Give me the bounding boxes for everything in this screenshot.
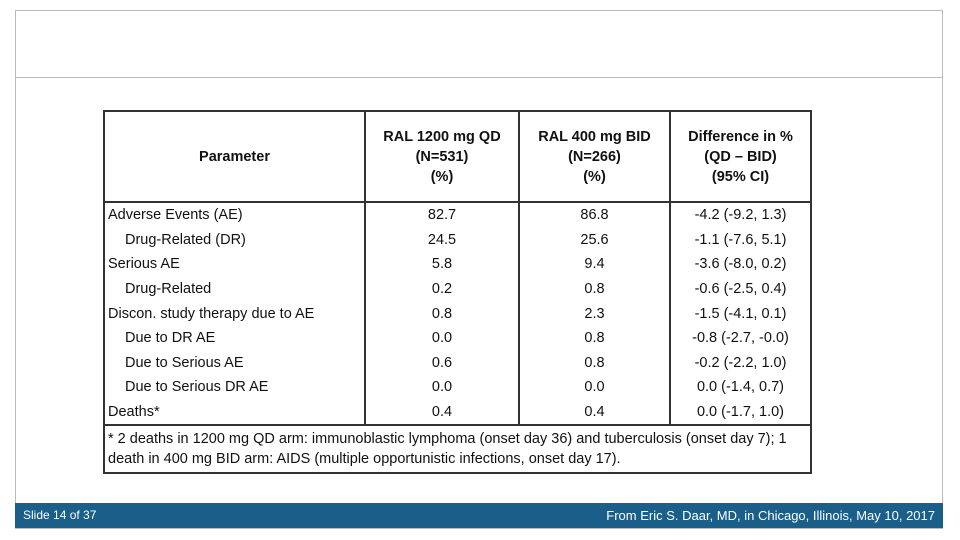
parameter-cell: Drug-Related (DR) <box>103 227 366 253</box>
value-cell: 24.5 <box>364 227 520 253</box>
value-cell: 0.8 <box>518 350 671 376</box>
table-row: Adverse Events (AE) 82.7 86.8 -4.2 (-9.2, 1… <box>103 202 812 228</box>
value-cell: -4.2 (-9.2, 1.3) <box>669 202 812 228</box>
header-text: (95% CI) <box>711 168 770 185</box>
value-cell: -3.6 (-8.0, 0.2) <box>669 252 812 277</box>
value-cell: 86.8 <box>518 202 671 228</box>
table-row: Due to Serious AE 0.6 0.8 -0.2 (-2.2, 1.0) <box>103 350 812 376</box>
table-row: Due to Serious DR AE 0.0 0.0 0.0 (-1.4, 0.7… <box>103 375 812 400</box>
title-rule <box>15 77 943 78</box>
value-cell: 2.3 <box>518 301 671 326</box>
value-cell: -0.8 (-2.7, -0.0) <box>669 325 812 351</box>
slide-frame <box>15 10 943 529</box>
source: From Eric S. Daar, MD, in Chicago, Illin… <box>606 508 935 523</box>
header-text: (%) <box>583 168 606 185</box>
parameter-cell: Due to DR AE <box>103 325 366 351</box>
ae-table: Parameter RAL 1200 mg QD (N=531) (%) RAL 4… <box>103 110 812 475</box>
header-cell: Difference in % (QD – BID) (95% CI) <box>669 110 812 203</box>
value-cell: 0.4 <box>518 399 671 427</box>
parameter-cell: Discon. study therapy due to AE <box>103 301 366 326</box>
header-text: (N=266) <box>568 148 621 165</box>
parameter-cell: Serious AE <box>103 252 366 277</box>
header-cell: Parameter <box>103 110 366 203</box>
value-cell: 0.8 <box>518 325 671 351</box>
value-cell: -1.1 (-7.6, 5.1) <box>669 227 812 253</box>
header-text: (QD – BID) <box>704 148 777 165</box>
header-row: Parameter RAL 1200 mg QD (N=531) (%) RAL 4… <box>103 110 812 203</box>
value-cell: 0.8 <box>364 301 520 326</box>
footnote: * 2 deaths in 1200 mg QD arm: immunoblas… <box>103 424 812 475</box>
table-body: Adverse Events (AE) 82.7 86.8 -4.2 (-9.2, 1… <box>103 202 812 427</box>
header-text: Parameter <box>199 148 270 165</box>
value-cell: 0.0 (-1.4, 0.7) <box>669 375 812 400</box>
parameter-cell: Deaths* <box>103 399 366 427</box>
value-cell: 0.0 <box>518 375 671 400</box>
value-cell: 0.6 <box>364 350 520 376</box>
header-cell: RAL 1200 mg QD (N=531) (%) <box>364 110 520 203</box>
table-row: Drug-Related 0.2 0.8 -0.6 (-2.5, 0.4) <box>103 276 812 302</box>
value-cell: -1.5 (-4.1, 0.1) <box>669 301 812 326</box>
header-text: Difference in % <box>688 128 793 145</box>
value-cell: 82.7 <box>364 202 520 228</box>
header-cell: RAL 400 mg BID (N=266) (%) <box>518 110 671 203</box>
value-cell: -0.2 (-2.2, 1.0) <box>669 350 812 376</box>
value-cell: 5.8 <box>364 252 520 277</box>
value-cell: 0.0 (-1.7, 1.0) <box>669 399 812 427</box>
value-cell: 0.8 <box>518 276 671 302</box>
header-text: RAL 400 mg BID <box>538 128 651 145</box>
value-cell: 0.0 <box>364 375 520 400</box>
table-row: Discon. study therapy due to AE 0.8 2.3 -1.… <box>103 301 812 326</box>
value-cell: 25.6 <box>518 227 671 253</box>
header-text: (%) <box>430 168 454 185</box>
header-text: RAL 1200 mg QD <box>383 128 501 145</box>
value-cell: 0.2 <box>364 276 520 302</box>
parameter-cell: Due to Serious AE <box>103 350 366 376</box>
footnote-row: * 2 deaths in 1200 mg QD arm: immunoblas… <box>103 424 812 475</box>
table-row: Drug-Related (DR) 24.5 25.6 -1.1 (-7.6, 5.1… <box>103 227 812 253</box>
value-cell: 0.0 <box>364 325 520 351</box>
header-text: (N=531) <box>415 148 469 165</box>
table-row: Serious AE 5.8 9.4 -3.6 (-8.0, 0.2) <box>103 252 812 277</box>
value-cell: 0.4 <box>364 399 520 427</box>
value-cell: -0.6 (-2.5, 0.4) <box>669 276 812 302</box>
table-row: Due to DR AE 0.0 0.8 -0.8 (-2.7, -0.0) <box>103 325 812 351</box>
value-cell: 9.4 <box>518 252 671 277</box>
slide-number: Slide 14 of 37 <box>23 508 97 522</box>
parameter-cell: Due to Serious DR AE <box>103 375 366 400</box>
parameter-cell: Drug-Related <box>103 276 366 302</box>
parameter-cell: Adverse Events (AE) <box>103 202 366 228</box>
footer-bar: Slide 14 of 37 From Eric S. Daar, MD, in… <box>15 503 943 528</box>
table-row: Deaths* 0.4 0.4 0.0 (-1.7, 1.0) <box>103 399 812 427</box>
